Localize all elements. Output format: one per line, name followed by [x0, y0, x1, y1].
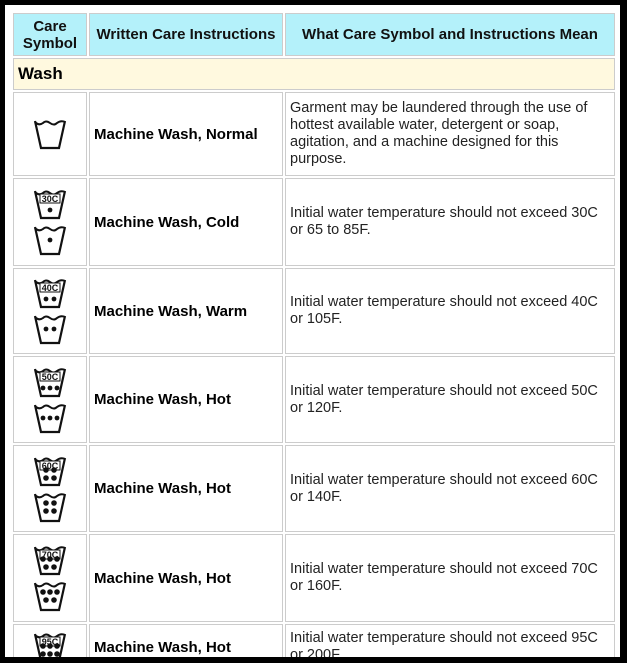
written-instruction: Machine Wash, Cold [89, 178, 283, 266]
temperature-dot [40, 589, 46, 595]
instruction-meaning: Initial water temperature should not exc… [285, 356, 615, 443]
temperature-dot [43, 507, 49, 514]
temperature-dot [51, 326, 57, 332]
temperature-label: 95C [42, 637, 59, 647]
care-symbol-cell: 70C [13, 534, 87, 622]
temperature-dot [43, 597, 49, 603]
care-symbol-cell: 40C [13, 268, 87, 354]
written-instruction: Machine Wash, Hot [89, 445, 283, 532]
temperature-dot [40, 385, 46, 390]
temperature-dot [51, 499, 57, 506]
temperature-dot [43, 466, 49, 473]
temperature-dot [43, 564, 49, 570]
header-meaning: What Care Symbol and Instructions Mean [285, 13, 615, 56]
wash-tub-icon: 70C [33, 546, 67, 576]
temperature-dot [51, 564, 57, 570]
care-row: 70C Machine Wash, Hot Initial water temper… [13, 534, 615, 622]
care-symbol-cell: 60C [13, 445, 87, 532]
wash-tub-icon: 60C [33, 456, 67, 486]
temperature-label: 30C [42, 194, 59, 204]
instruction-meaning: Initial water temperature should not exc… [285, 534, 615, 622]
care-row: 95C Machine Wash, Hot Initial water temper… [13, 624, 615, 657]
header-written-instructions: Written Care Instructions [89, 13, 283, 56]
written-instruction: Machine Wash, Hot [89, 624, 283, 657]
section-row-wash: Wash [13, 58, 615, 90]
temperature-dot [47, 589, 53, 595]
temperature-label: 60C [42, 461, 59, 471]
care-symbol-cell: 95C [13, 624, 87, 657]
temperature-dot [54, 651, 60, 657]
wash-tub-icon: 40C [33, 279, 67, 309]
wash-tub-icon [33, 226, 67, 256]
wash-tub-icon: 30C [33, 190, 67, 220]
temperature-dot [47, 385, 53, 390]
care-symbols-table: Care Symbol Written Care Instructions Wh… [11, 11, 617, 657]
temperature-label: 70C [42, 550, 59, 560]
written-instruction: Machine Wash, Normal [89, 92, 283, 176]
care-symbol-cell: 50C [13, 356, 87, 443]
temperature-dot [40, 651, 46, 657]
temperature-dot [47, 415, 53, 420]
wash-tub-icon [33, 315, 67, 345]
temperature-dot [47, 237, 53, 243]
temperature-dot [51, 296, 57, 302]
instruction-meaning: Initial water temperature should not exc… [285, 178, 615, 266]
temperature-dot [54, 415, 60, 420]
care-symbol-cell [13, 92, 87, 176]
instruction-meaning: Initial water temperature should not exc… [285, 268, 615, 354]
temperature-dot [47, 556, 53, 562]
temperature-label: 50C [42, 372, 59, 382]
temperature-dot [51, 597, 57, 603]
temperature-dot [51, 507, 57, 514]
care-symbol-cell: 30C [13, 178, 87, 266]
temperature-dot [43, 474, 49, 481]
temperature-dot [47, 651, 53, 657]
temperature-dot [47, 207, 53, 213]
instruction-meaning: Initial water temperature should not exc… [285, 624, 615, 657]
written-instruction: Machine Wash, Hot [89, 534, 283, 622]
written-instruction: Machine Wash, Hot [89, 356, 283, 443]
wash-tub-icon: 50C [33, 367, 67, 397]
wash-tub-icon [33, 492, 67, 522]
temperature-dot [43, 296, 49, 302]
wash-tub-icon [33, 403, 67, 433]
instruction-meaning: Initial water temperature should not exc… [285, 445, 615, 532]
care-table-frame: Care Symbol Written Care Instructions Wh… [5, 5, 620, 657]
section-title: Wash [13, 58, 615, 90]
temperature-dot [54, 556, 60, 562]
care-row: 30C Machine Wash, Cold Initial water tempe… [13, 178, 615, 266]
temperature-dot [54, 643, 60, 649]
header-row: Care Symbol Written Care Instructions Wh… [13, 13, 615, 56]
header-care-symbol: Care Symbol [13, 13, 87, 56]
wash-tub-icon [33, 582, 67, 612]
temperature-dot [54, 385, 60, 390]
wash-tub-icon [33, 120, 67, 150]
care-row: 40C Machine Wash, Warm Initial water tempe… [13, 268, 615, 354]
care-row: Machine Wash, Normal Garment may be laund… [13, 92, 615, 176]
temperature-dot [40, 556, 46, 562]
instruction-meaning: Garment may be laundered through the use… [285, 92, 615, 176]
care-row: 60C Machine Wash, Hot Initial water temper… [13, 445, 615, 532]
temperature-dot [40, 643, 46, 649]
temperature-dot [51, 474, 57, 481]
written-instruction: Machine Wash, Warm [89, 268, 283, 354]
temperature-label: 40C [42, 283, 59, 293]
temperature-dot [43, 499, 49, 506]
temperature-dot [54, 589, 60, 595]
care-row: 50C Machine Wash, Hot Initial water temper… [13, 356, 615, 443]
temperature-dot [47, 643, 53, 649]
temperature-dot [51, 466, 57, 473]
wash-tub-icon: 95C [33, 633, 67, 657]
temperature-dot [43, 326, 49, 332]
temperature-dot [40, 415, 46, 420]
